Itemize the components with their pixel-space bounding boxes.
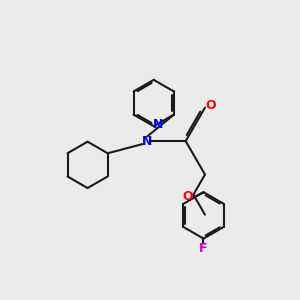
Text: N: N (142, 135, 152, 148)
Text: O: O (205, 99, 216, 112)
Text: O: O (183, 190, 194, 202)
Text: N: N (152, 118, 163, 131)
Text: F: F (199, 242, 208, 256)
